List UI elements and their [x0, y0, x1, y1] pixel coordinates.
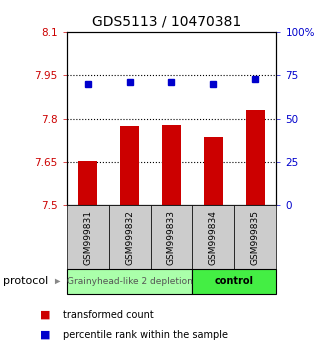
- Text: ■: ■: [40, 330, 51, 339]
- Text: ■: ■: [40, 310, 51, 320]
- Text: GSM999834: GSM999834: [209, 210, 218, 265]
- Bar: [162, 125, 181, 205]
- Text: percentile rank within the sample: percentile rank within the sample: [63, 330, 228, 339]
- Text: protocol: protocol: [3, 276, 49, 286]
- Bar: [120, 126, 139, 205]
- Bar: [204, 137, 223, 205]
- Text: control: control: [215, 276, 254, 286]
- Bar: [246, 110, 265, 205]
- Text: GSM999835: GSM999835: [251, 210, 260, 265]
- Text: GDS5113 / 10470381: GDS5113 / 10470381: [92, 14, 241, 28]
- Text: GSM999832: GSM999832: [125, 210, 134, 265]
- Text: transformed count: transformed count: [63, 310, 154, 320]
- Text: GSM999831: GSM999831: [83, 210, 92, 265]
- Text: GSM999833: GSM999833: [167, 210, 176, 265]
- Bar: [78, 160, 97, 205]
- Text: Grainyhead-like 2 depletion: Grainyhead-like 2 depletion: [67, 277, 192, 286]
